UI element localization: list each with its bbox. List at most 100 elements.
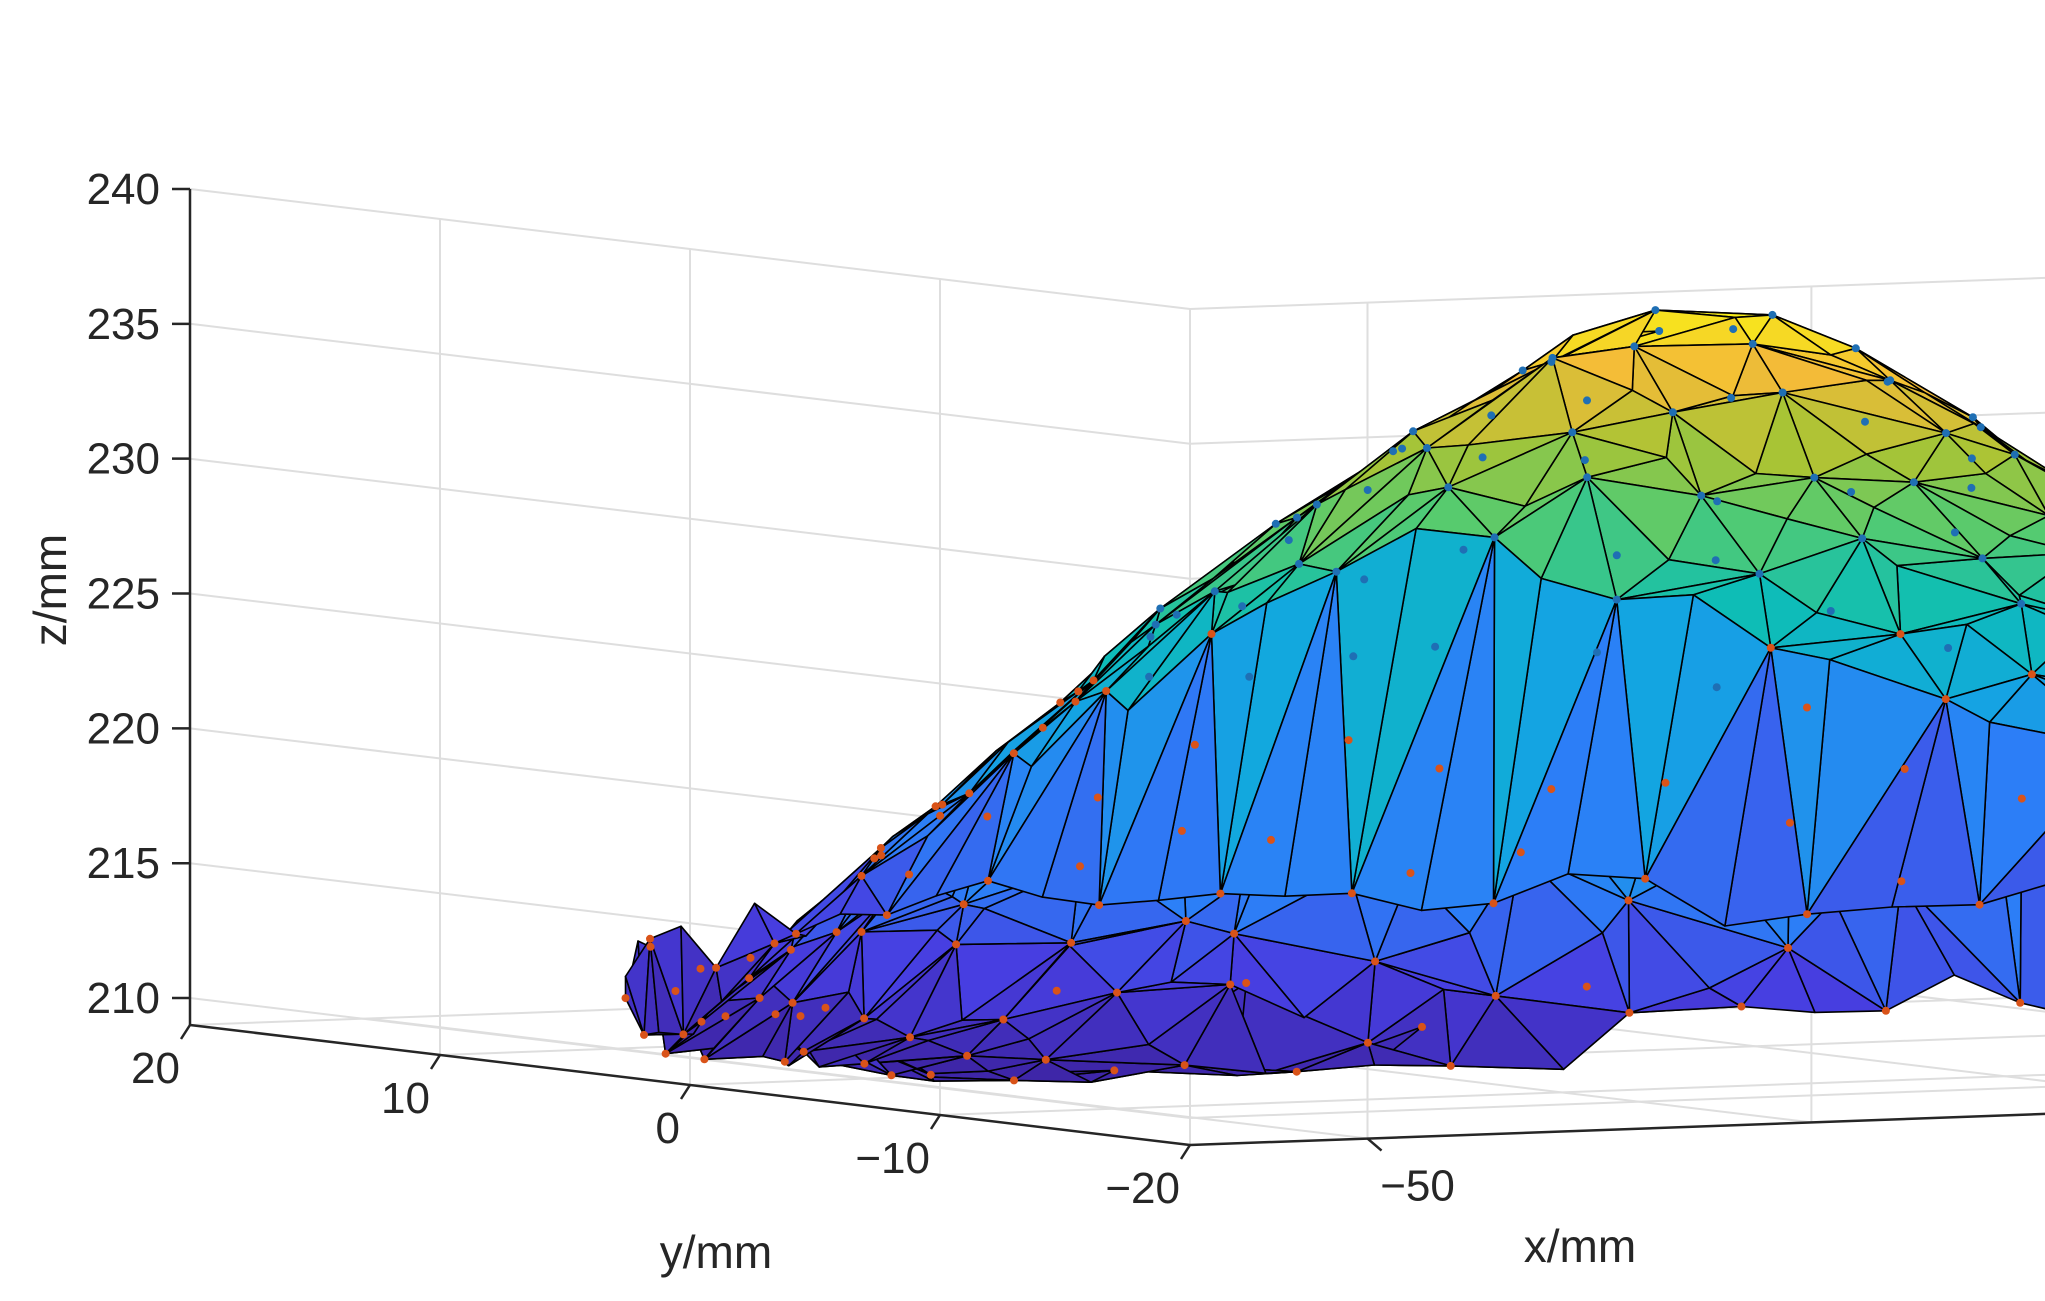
sample-point-83 xyxy=(1593,648,1601,657)
sample-point-146 xyxy=(1487,411,1496,420)
sample-point-118 xyxy=(1968,413,1977,422)
sample-point-163 xyxy=(1651,306,1660,315)
z-tick-label-6: 240 xyxy=(87,165,160,214)
sample-point-191 xyxy=(1156,604,1165,613)
sample-point-193 xyxy=(1409,427,1418,436)
sample-point-114 xyxy=(1459,545,1468,554)
sample-point-211 xyxy=(1697,491,1706,500)
mesh-face-694 xyxy=(1978,831,2045,906)
sample-point-255 xyxy=(1216,889,1225,898)
sample-point-127 xyxy=(1093,793,1102,802)
sample-point-140 xyxy=(780,1057,789,1066)
sample-point-240 xyxy=(1332,567,1341,576)
sample-points xyxy=(621,306,2045,1085)
sample-point-174 xyxy=(1056,698,1065,707)
sample-point-179 xyxy=(1630,342,1639,351)
sample-point-252 xyxy=(882,911,891,920)
mesh-face-947 xyxy=(987,690,1107,898)
sample-point-31 xyxy=(796,1012,805,1021)
sample-point-6 xyxy=(1881,1006,1890,1015)
z-tick-label-3: 225 xyxy=(87,570,160,619)
sample-point-207 xyxy=(1151,620,1160,629)
sample-point-241 xyxy=(1490,533,1499,542)
z-tick-label-2: 220 xyxy=(87,704,160,753)
sample-point-181 xyxy=(1909,478,1918,487)
sample-point-229 xyxy=(2027,670,2036,679)
sample-point-96 xyxy=(1177,826,1186,835)
sample-point-50 xyxy=(1371,957,1380,966)
sample-point-49 xyxy=(1226,980,1235,989)
sample-point-248 xyxy=(621,994,630,1003)
sample-point-220 xyxy=(876,844,885,852)
z-tick-label-5: 235 xyxy=(87,300,160,349)
y-tick-0 xyxy=(179,1024,192,1040)
sample-point-156 xyxy=(788,998,797,1007)
sample-point-3 xyxy=(1418,1022,1426,1031)
sample-point-35 xyxy=(1491,991,1500,1000)
sample-point-250 xyxy=(712,963,721,972)
sample-point-126 xyxy=(959,900,968,909)
sample-point-142 xyxy=(983,812,992,821)
sample-point-219 xyxy=(745,974,754,983)
sample-point-175 xyxy=(1172,610,1181,619)
sample-point-203 xyxy=(786,945,795,954)
sample-point-5 xyxy=(1737,1002,1746,1011)
sample-point-128 xyxy=(1245,672,1254,681)
sample-point-188 xyxy=(870,854,879,863)
sample-point-171 xyxy=(700,1055,709,1064)
sample-point-217 xyxy=(646,942,655,951)
sample-point-62 xyxy=(771,1010,780,1019)
sample-point-194 xyxy=(1548,353,1557,362)
sample-point-197 xyxy=(1978,554,1987,563)
sample-point-79 xyxy=(999,1015,1008,1024)
mesh-face-906 xyxy=(1351,536,1496,912)
y-tick-2 xyxy=(679,1084,692,1100)
sample-point-236 xyxy=(857,871,866,880)
sample-point-158 xyxy=(1038,723,1047,732)
sample-point-2 xyxy=(1242,979,1251,987)
sample-point-212 xyxy=(1858,534,1867,543)
sample-point-111 xyxy=(1076,862,1084,871)
sample-point-204 xyxy=(877,851,886,860)
sample-point-116 xyxy=(1727,393,1736,402)
sample-point-110 xyxy=(952,940,961,949)
sample-point-251 xyxy=(792,929,800,938)
x-tick-label-0: −50 xyxy=(1380,1162,1455,1211)
sample-point-70 xyxy=(1950,528,1959,537)
sample-point-205 xyxy=(938,800,947,809)
mesh-face-880 xyxy=(1492,598,1618,905)
sample-point-130 xyxy=(1478,453,1487,462)
sample-point-47 xyxy=(887,1071,896,1080)
sample-point-159 xyxy=(1146,632,1155,641)
sample-point-145 xyxy=(1363,486,1372,494)
sample-point-225 xyxy=(1444,483,1453,492)
sample-point-208 xyxy=(1312,500,1321,509)
sample-point-141 xyxy=(857,927,866,936)
sample-point-253 xyxy=(984,876,992,885)
sample-point-233 xyxy=(640,1030,648,1039)
sample-point-237 xyxy=(1009,749,1018,758)
sample-point-69 xyxy=(1826,607,1835,615)
sample-point-95 xyxy=(1067,938,1076,947)
axes-layer xyxy=(172,187,2045,1160)
sample-point-7 xyxy=(2016,998,2025,1007)
sample-point-218 xyxy=(697,1017,706,1026)
sample-point-180 xyxy=(1778,388,1787,397)
sample-point-162 xyxy=(1518,366,1527,375)
sample-point-195 xyxy=(1668,408,1677,417)
sample-point-22 xyxy=(1897,877,1906,886)
sample-point-210 xyxy=(1568,428,1577,437)
sample-point-223 xyxy=(1210,587,1219,596)
sample-point-51 xyxy=(1516,848,1525,857)
mesh-face-928 xyxy=(1219,570,1338,898)
grid-line-floor-y-4 xyxy=(1189,1112,2045,1146)
sample-point-148 xyxy=(1768,310,1777,319)
sample-point-80 xyxy=(1181,917,1190,925)
sample-point-102 xyxy=(1967,454,1976,463)
sample-point-125 xyxy=(860,1014,869,1023)
sample-point-143 xyxy=(1145,672,1154,681)
sample-point-101 xyxy=(1861,417,1869,426)
sample-point-38 xyxy=(1900,764,1909,773)
grid-line-side-z-6 xyxy=(189,188,1191,310)
